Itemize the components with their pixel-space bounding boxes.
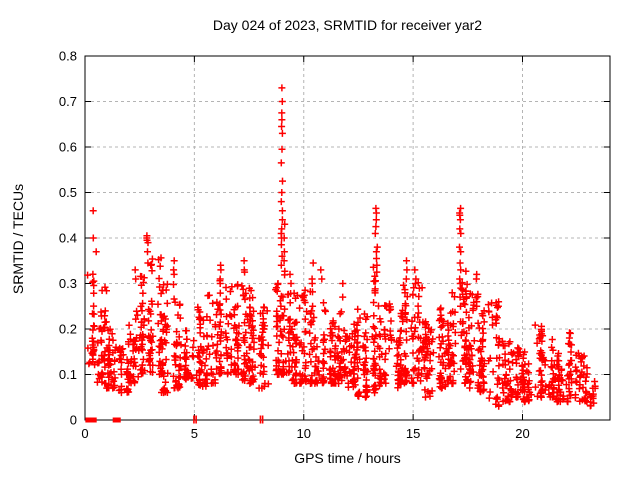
x-tick-label: 0: [81, 426, 88, 441]
y-axis-label: SRMTID / TECUs: [10, 183, 26, 295]
zero-marker: [85, 417, 91, 423]
y-tick-label: 0.1: [59, 367, 77, 382]
y-tick-label: 0.3: [59, 276, 77, 291]
x-axis-label: GPS time / hours: [294, 450, 401, 466]
x-tick-label: 20: [515, 426, 529, 441]
x-tick-label: 5: [191, 426, 198, 441]
x-tick-label: 15: [406, 426, 420, 441]
y-tick-label: 0.2: [59, 322, 77, 337]
y-tick-label: 0: [70, 413, 77, 428]
zero-marker: [115, 417, 121, 423]
y-tick-label: 0.7: [59, 94, 77, 109]
scatter-points: [84, 84, 599, 410]
y-tick-label: 0.8: [59, 49, 77, 64]
zero-marker: [259, 415, 262, 424]
zero-marker: [261, 415, 264, 424]
zero-marker: [195, 415, 197, 424]
y-tick-label: 0.6: [59, 140, 77, 155]
chart-title: Day 024 of 2023, SRMTID for receiver yar…: [212, 17, 483, 33]
x-tick-label: 10: [297, 426, 311, 441]
y-tick-label: 0.5: [59, 185, 77, 200]
y-tick-label: 0.4: [59, 231, 77, 246]
zero-marker: [193, 415, 195, 424]
zero-marker: [87, 417, 93, 423]
zero-marker: [91, 417, 97, 423]
zero-marker: [112, 417, 118, 423]
